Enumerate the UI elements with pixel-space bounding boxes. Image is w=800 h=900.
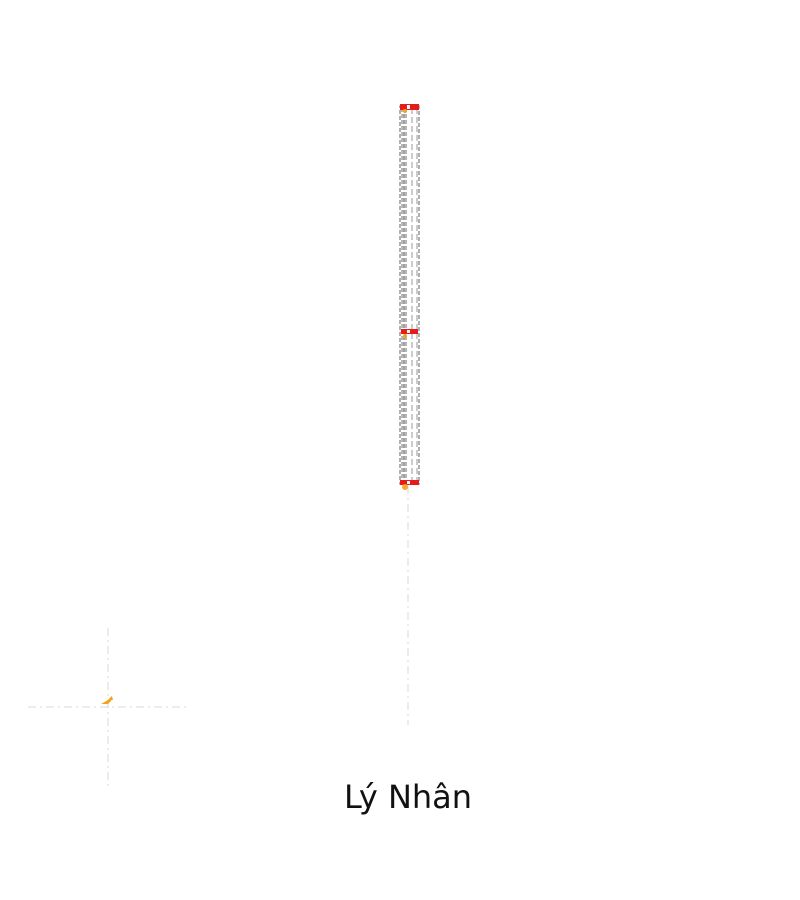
place-label: Lý Nhân	[344, 778, 472, 816]
arrow-icon	[101, 696, 113, 704]
middle-joint	[401, 329, 418, 338]
right-rail	[411, 108, 418, 484]
outer-column-outline	[399, 105, 420, 485]
left-rail	[401, 108, 407, 484]
origin-crosshair	[28, 628, 188, 788]
bottom-cap	[400, 480, 419, 490]
top-cap	[400, 104, 419, 113]
vertical-structure	[399, 104, 420, 725]
